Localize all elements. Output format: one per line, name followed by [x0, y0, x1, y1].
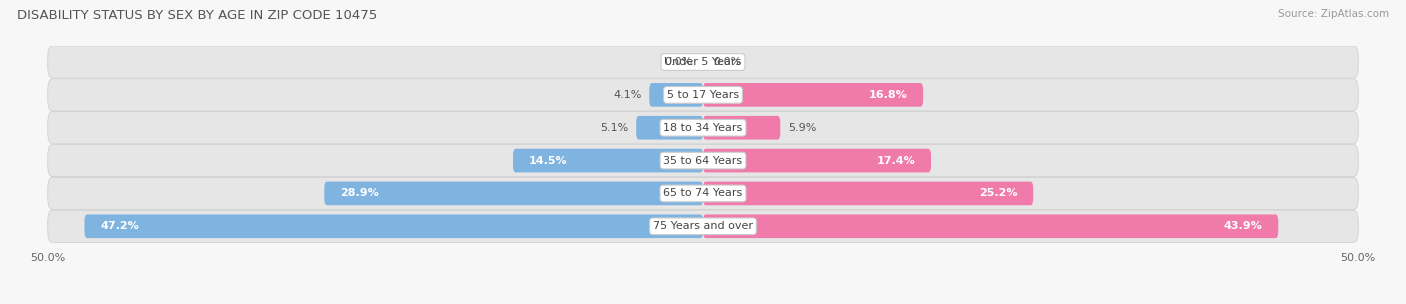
Text: 14.5%: 14.5% — [529, 156, 568, 166]
FancyBboxPatch shape — [48, 210, 1358, 242]
FancyBboxPatch shape — [48, 46, 1358, 78]
Text: 5 to 17 Years: 5 to 17 Years — [666, 90, 740, 100]
FancyBboxPatch shape — [703, 181, 1033, 205]
Legend: Male, Female: Male, Female — [647, 302, 759, 304]
FancyBboxPatch shape — [325, 181, 703, 205]
Text: 25.2%: 25.2% — [979, 188, 1018, 199]
Text: 17.4%: 17.4% — [876, 156, 915, 166]
Text: Source: ZipAtlas.com: Source: ZipAtlas.com — [1278, 9, 1389, 19]
FancyBboxPatch shape — [703, 116, 780, 140]
Text: 65 to 74 Years: 65 to 74 Years — [664, 188, 742, 199]
Text: 0.0%: 0.0% — [664, 57, 693, 67]
Text: 5.1%: 5.1% — [600, 123, 628, 133]
FancyBboxPatch shape — [650, 83, 703, 107]
FancyBboxPatch shape — [513, 149, 703, 172]
Text: 35 to 64 Years: 35 to 64 Years — [664, 156, 742, 166]
FancyBboxPatch shape — [48, 144, 1358, 177]
Text: 18 to 34 Years: 18 to 34 Years — [664, 123, 742, 133]
Text: DISABILITY STATUS BY SEX BY AGE IN ZIP CODE 10475: DISABILITY STATUS BY SEX BY AGE IN ZIP C… — [17, 9, 377, 22]
Text: 5.9%: 5.9% — [789, 123, 817, 133]
Text: Under 5 Years: Under 5 Years — [665, 57, 741, 67]
FancyBboxPatch shape — [48, 112, 1358, 144]
FancyBboxPatch shape — [703, 83, 924, 107]
Text: 47.2%: 47.2% — [100, 221, 139, 231]
Text: 0.0%: 0.0% — [713, 57, 742, 67]
FancyBboxPatch shape — [48, 79, 1358, 111]
FancyBboxPatch shape — [636, 116, 703, 140]
Text: 4.1%: 4.1% — [613, 90, 641, 100]
FancyBboxPatch shape — [703, 149, 931, 172]
Text: 16.8%: 16.8% — [869, 90, 907, 100]
FancyBboxPatch shape — [703, 214, 1278, 238]
Text: 43.9%: 43.9% — [1223, 221, 1263, 231]
FancyBboxPatch shape — [84, 214, 703, 238]
FancyBboxPatch shape — [48, 177, 1358, 209]
Text: 28.9%: 28.9% — [340, 188, 378, 199]
Text: 75 Years and over: 75 Years and over — [652, 221, 754, 231]
